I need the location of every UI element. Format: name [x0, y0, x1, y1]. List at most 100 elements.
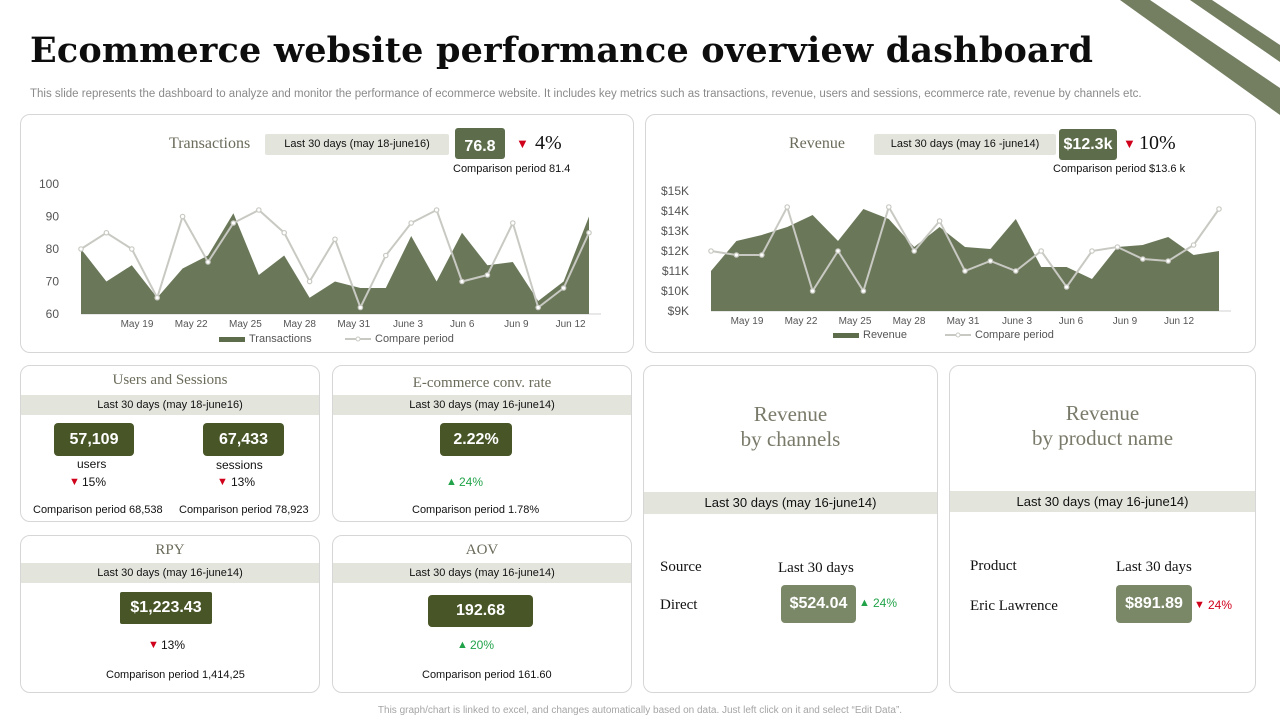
- y-tick-label: 90: [46, 210, 60, 224]
- transactions-change: 4%: [535, 132, 562, 154]
- compare-point: [103, 229, 110, 236]
- compare-point: [860, 288, 867, 294]
- users-sessions-period: Last 30 days (may 18-june16): [21, 395, 319, 415]
- x-tick-label: June 3: [393, 319, 423, 330]
- x-tick-label: May 19: [731, 316, 764, 327]
- transactions-title: Transactions: [169, 135, 251, 152]
- x-tick-label: Jun 6: [1059, 316, 1084, 327]
- rpy-comparison: Comparison period 1,414,25: [106, 669, 245, 681]
- products-down-icon: ▼: [1194, 599, 1205, 611]
- page-subtitle: This slide represents the dashboard to a…: [30, 88, 1142, 100]
- x-tick-label: May 25: [839, 316, 872, 327]
- products-card: Revenue by product name Last 30 days (ma…: [949, 365, 1256, 693]
- products-title-line1: Revenue: [1065, 401, 1140, 425]
- compare-point: [560, 285, 567, 291]
- y-tick-label: $14K: [661, 204, 689, 218]
- rpy-card: RPY Last 30 days (may 16-june14) $1,223.…: [20, 535, 320, 693]
- conv-rate-change: 24%: [459, 475, 484, 489]
- compare-point: [936, 218, 943, 224]
- compare-point: [987, 258, 994, 264]
- x-tick-label: Jun 6: [450, 319, 475, 330]
- conv-rate-period: Last 30 days (may 16-june14): [333, 395, 631, 415]
- compare-point: [962, 268, 968, 274]
- transactions-value: 76.8: [455, 128, 505, 159]
- legend-label-area: Revenue: [863, 329, 907, 341]
- y-tick-label: $15K: [661, 184, 689, 198]
- aov-period: Last 30 days (may 16-june14): [333, 563, 631, 583]
- users-down-icon: ▼: [69, 476, 80, 488]
- products-row-value: $891.89: [1116, 585, 1192, 623]
- rpy-change: 13%: [161, 638, 186, 652]
- x-tick-label: Jun 9: [1113, 316, 1138, 327]
- compare-point: [784, 204, 791, 210]
- revenue-card: Revenue Last 30 days (may 16 -june14) $1…: [645, 114, 1256, 353]
- compare-point: [911, 248, 918, 254]
- y-tick-label: 70: [46, 275, 60, 289]
- users-sessions-title: Users and Sessions: [112, 372, 228, 388]
- x-tick-label: May 25: [229, 319, 262, 330]
- corner-stripes: [1120, 0, 1280, 115]
- aov-comparison: Comparison period 161.60: [422, 669, 552, 681]
- legend-swatch-area: [219, 337, 245, 342]
- rpy-title: RPY: [155, 542, 185, 558]
- sessions-down-icon: ▼: [217, 476, 228, 488]
- users-change: 15%: [82, 475, 107, 489]
- compare-point: [382, 252, 389, 259]
- compare-point: [586, 229, 592, 236]
- rpy-value: $1,223.43: [120, 592, 212, 624]
- x-tick-label: Jun 12: [556, 319, 586, 330]
- y-tick-label: $11K: [662, 264, 689, 278]
- compare-point: [1165, 258, 1172, 264]
- channels-row-label: Direct: [660, 597, 698, 613]
- x-tick-label: June 3: [1002, 316, 1032, 327]
- x-tick-label: Jun 12: [1164, 316, 1194, 327]
- y-tick-label: $9K: [668, 304, 689, 318]
- sessions-change: 13%: [231, 475, 256, 489]
- compare-point: [535, 304, 542, 311]
- compare-point: [459, 278, 465, 285]
- compare-point: [357, 304, 364, 311]
- compare-point: [1089, 248, 1095, 254]
- sessions-value: 67,433: [203, 423, 284, 456]
- rpy-down-icon: ▼: [148, 639, 159, 651]
- x-tick-label: Jun 9: [504, 319, 529, 330]
- compare-point: [1038, 248, 1045, 254]
- compare-point: [256, 207, 262, 213]
- legend-swatch-area: [833, 333, 859, 338]
- products-title-line2: by product name: [1031, 426, 1174, 450]
- x-tick-label: May 28: [283, 319, 316, 330]
- compare-point: [408, 220, 415, 226]
- legend-label-area: Transactions: [249, 333, 312, 345]
- channels-col-period: Last 30 days: [778, 560, 854, 576]
- compare-point: [281, 229, 288, 236]
- conv-rate-value: 2.22%: [440, 423, 512, 456]
- products-row-label: Eric Lawrence: [970, 598, 1058, 614]
- x-tick-label: May 31: [947, 316, 980, 327]
- compare-point: [835, 248, 841, 254]
- sessions-label: sessions: [216, 458, 263, 472]
- y-tick-label: 100: [39, 177, 59, 191]
- compare-point: [433, 207, 440, 213]
- footer-note: This graph/chart is linked to excel, and…: [377, 705, 903, 716]
- compare-point: [1190, 242, 1197, 248]
- compare-point: [332, 236, 338, 243]
- aov-value: 192.68: [428, 595, 533, 627]
- channels-up-icon: ▲: [859, 597, 870, 609]
- channels-title-line2: by channels: [740, 427, 841, 451]
- revenue-chart: $9K $10K $11K $12K $13K $14K $15K May 19 May 22 M…: [661, 184, 1231, 341]
- rpy-period: Last 30 days (may 16-june14): [21, 563, 319, 583]
- x-tick-label: May 19: [121, 319, 154, 330]
- y-tick-label: $10K: [661, 284, 689, 298]
- x-tick-label: May 22: [175, 319, 208, 330]
- channels-row-change: 24%: [873, 596, 898, 610]
- legend-swatch-point: [355, 336, 361, 342]
- channels-period: Last 30 days (may 16-june14): [644, 492, 937, 514]
- compare-point: [886, 204, 892, 210]
- compare-point: [129, 246, 135, 252]
- compare-point: [1114, 244, 1121, 250]
- revenue-value: $12.3k: [1059, 129, 1117, 160]
- conv-rate-up-icon: ▲: [446, 476, 457, 488]
- compare-point: [509, 220, 516, 226]
- legend-swatch-point: [955, 332, 961, 338]
- transactions-comparison: Comparison period 81.4: [453, 163, 571, 175]
